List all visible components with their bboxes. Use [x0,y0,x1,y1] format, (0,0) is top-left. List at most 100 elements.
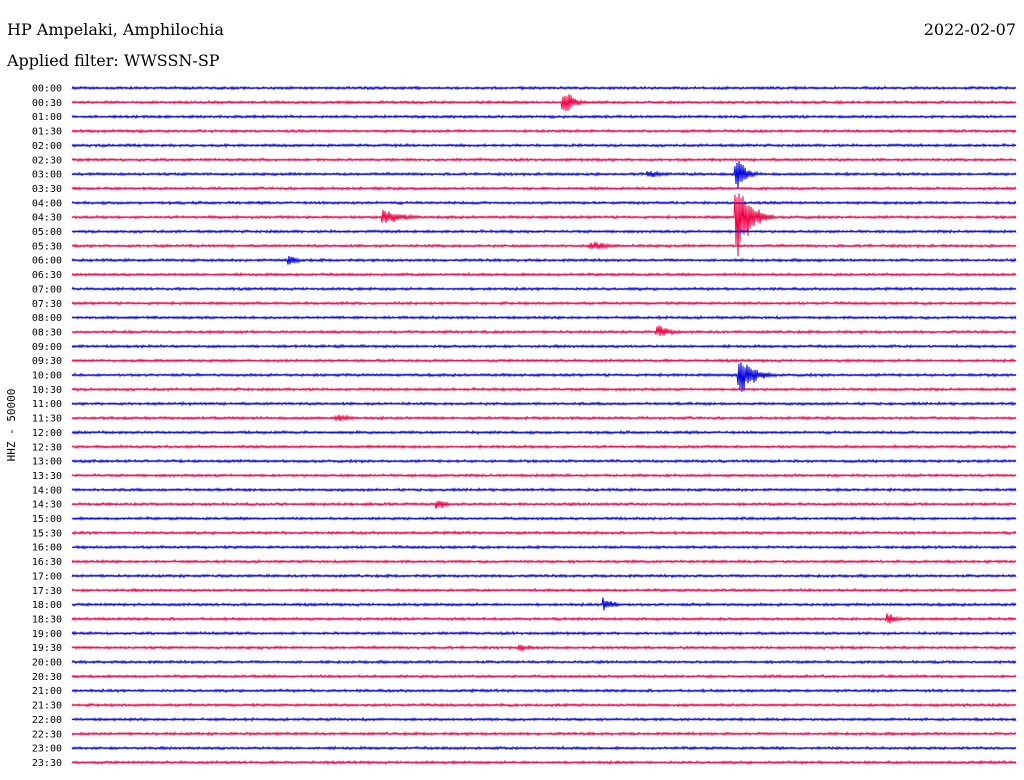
row-label: 15:30 [32,528,62,539]
row-label: 08:00 [32,313,62,324]
trace-row [71,673,1017,680]
trace-row [71,256,1017,265]
row-label: 17:00 [32,571,62,582]
row-label: 03:00 [32,170,62,181]
row-label: 06:00 [32,256,62,267]
trace-row [71,759,1017,766]
trace-row [71,530,1017,536]
trace-row [71,745,1017,751]
trace-row [71,357,1017,364]
row-label: 21:30 [32,701,62,712]
trace-row [71,731,1017,737]
trace-row [71,142,1017,149]
row-label: 18:00 [32,600,62,611]
row-label: 22:00 [32,715,62,726]
row-label: 14:00 [32,485,62,496]
trace-row [71,487,1017,493]
filter-line: Applied filter: WWSSN-SP [7,51,220,70]
trace-row [71,85,1017,91]
row-label: 01:00 [32,112,62,123]
trace-row [71,161,1017,189]
trace-row [71,193,1017,257]
trace-row [71,185,1017,192]
trace-row [71,362,1017,392]
trace-row [71,343,1017,350]
row-label: 05:30 [32,241,62,252]
trace-row [71,573,1017,579]
trace-row [71,472,1017,479]
trace-row [71,94,1017,111]
row-label: 20:00 [32,658,62,669]
row-label: 13:00 [32,457,62,468]
row-label: 00:00 [32,84,62,95]
trace-row [71,558,1017,565]
row-label: 17:30 [32,586,62,597]
row-label: 09:30 [32,356,62,367]
trace-row [71,325,1017,337]
row-label: 23:30 [32,758,62,769]
row-label: 02:00 [32,141,62,152]
row-label: 10:00 [32,371,62,382]
seismic-traces [71,85,1017,766]
trace-row [71,429,1017,436]
row-label: 16:30 [32,557,62,568]
row-label: 23:00 [32,744,62,755]
row-label: 16:00 [32,543,62,554]
row-label: 10:30 [32,385,62,396]
date-label: 2022-02-07 [923,20,1016,39]
row-label: 04:30 [32,213,62,224]
trace-row [71,613,1017,624]
trace-row [71,659,1017,665]
row-label: 13:30 [32,471,62,482]
station-title: HP Ampelaki, Amphilochia [7,20,224,39]
trace-row [71,443,1017,450]
trace-row [71,716,1017,723]
row-label: 11:30 [32,414,62,425]
row-labels: 00:00 00:30 01:00 01:30 02:00 02:30 03:00 03:30… [32,84,62,769]
y-axis-label: HHZ - 50000 [5,389,18,462]
trace-row [71,314,1017,321]
trace-row [71,587,1017,593]
row-label: 02:30 [32,155,62,166]
trace-row [71,271,1017,278]
trace-row [71,286,1017,292]
trace-row [71,644,1017,652]
row-label: 09:00 [32,342,62,353]
row-label: 12:30 [32,442,62,453]
trace-row [71,400,1017,407]
row-label: 14:30 [32,500,62,511]
row-label: 01:30 [32,127,62,138]
row-label: 06:30 [32,270,62,281]
trace-row [71,702,1017,708]
trace-row [71,630,1017,637]
row-label: 18:30 [32,614,62,625]
row-label: 07:00 [32,284,62,295]
trace-row [71,413,1017,423]
trace-row [71,544,1017,550]
row-label: 15:00 [32,514,62,525]
row-label: 07:30 [32,299,62,310]
row-label: 12:00 [32,428,62,439]
row-label: 19:30 [32,643,62,654]
trace-row [71,300,1017,306]
trace-row [71,228,1017,235]
row-label: 19:00 [32,629,62,640]
row-label: 11:00 [32,399,62,410]
trace-row [71,687,1017,694]
row-label: 04:00 [32,198,62,209]
filter-name: WWSSN-SP [123,51,220,70]
row-label: 05:00 [32,227,62,238]
trace-row [71,241,1017,250]
trace-row [71,500,1017,509]
trace-row [71,157,1017,163]
row-label: 08:30 [32,327,62,338]
trace-row [71,113,1017,120]
trace-row [71,458,1017,464]
row-label: 03:30 [32,184,62,195]
trace-row [71,200,1017,206]
trace-row [71,128,1017,134]
trace-row [71,515,1017,522]
row-label: 00:30 [32,98,62,109]
row-label: 22:30 [32,729,62,740]
